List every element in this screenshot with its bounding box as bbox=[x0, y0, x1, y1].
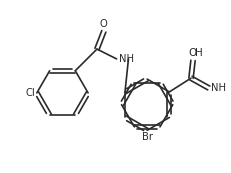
Text: Cl: Cl bbox=[25, 88, 35, 98]
Text: NH: NH bbox=[211, 83, 226, 93]
Text: Br: Br bbox=[142, 132, 153, 142]
Text: NH: NH bbox=[119, 54, 134, 64]
Text: O: O bbox=[100, 19, 108, 29]
Text: H: H bbox=[195, 48, 203, 58]
Text: O: O bbox=[189, 48, 197, 58]
